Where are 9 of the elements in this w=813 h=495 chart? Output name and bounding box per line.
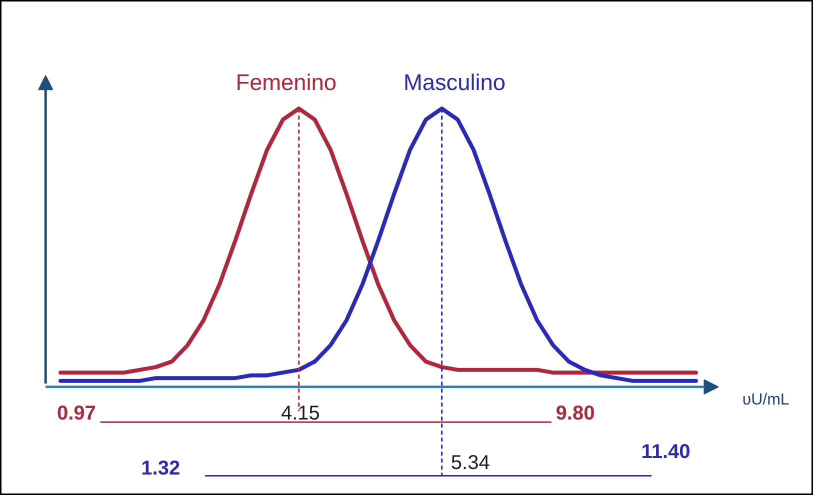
text: 9.80 <box>556 402 595 424</box>
series-label: Masculino <box>404 68 506 95</box>
text: 11.40 <box>641 440 690 463</box>
series-label: Femenino <box>236 68 336 95</box>
text: 5.34 <box>450 452 490 474</box>
x-axis-title: υU/mL <box>742 391 790 408</box>
text: 4.15 <box>280 402 320 424</box>
text: 0.97 <box>56 402 96 424</box>
text: 1.32 <box>141 457 180 480</box>
